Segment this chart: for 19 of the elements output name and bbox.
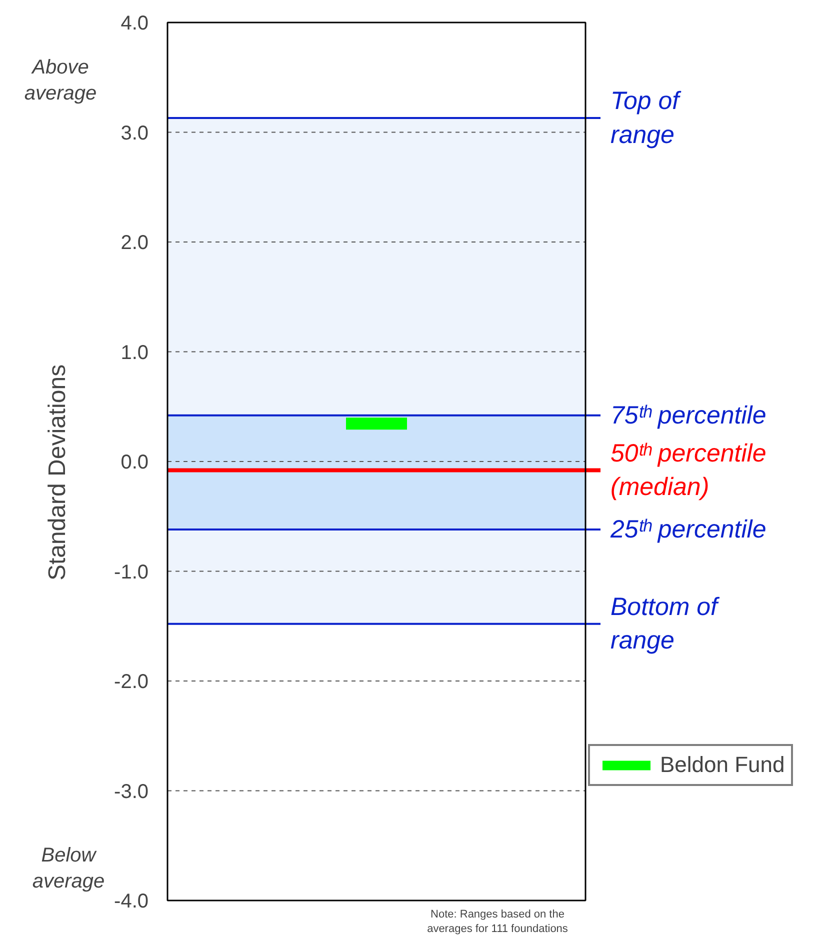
y-tick-label: 2.0 [120,232,149,254]
ref-line-label: Bottom of range [610,593,721,655]
ref-line-label: 25ᵗʰ percentile [610,516,766,544]
y-tick-label: -1.0 [114,561,149,584]
text: Above average [24,56,97,105]
y-tick-label: 1.0 [120,342,149,364]
ref-line-label: 50ᵗʰ percentile (median) [610,439,766,502]
ref-line-label: Top of range [610,87,682,149]
text: Below average [32,844,105,893]
y-tick-label: 4.0 [120,12,149,34]
ref-line-label: 75ᵗʰ percentile [610,401,766,430]
legend-label: Beldon Fund [660,752,785,778]
y-tick-label: -2.0 [114,671,149,693]
y-tick-label: -4.0 [114,890,149,912]
y-tick-label: 0.0 [120,452,149,474]
y-tick-label: -3.0 [114,780,149,803]
y-axis-title: Standard Deviations [44,364,71,581]
y-tick-label: 3.0 [120,122,149,144]
text: Note: Ranges based on the averages for 111 foundations [427,908,568,935]
